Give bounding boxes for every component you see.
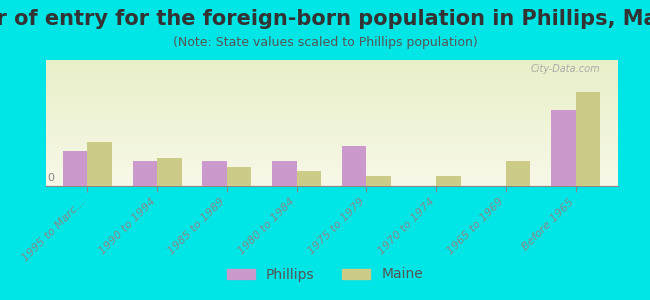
Bar bbox=[506, 161, 530, 186]
Text: City-Data.com: City-Data.com bbox=[530, 64, 601, 74]
Bar bbox=[436, 176, 461, 186]
Bar bbox=[157, 158, 181, 186]
Bar bbox=[342, 146, 367, 186]
Bar bbox=[272, 161, 296, 186]
Bar bbox=[551, 110, 576, 186]
Bar bbox=[87, 142, 112, 186]
Bar bbox=[576, 92, 600, 186]
Bar bbox=[367, 176, 391, 186]
Bar bbox=[133, 161, 157, 186]
Bar bbox=[227, 167, 252, 186]
Text: 0: 0 bbox=[47, 173, 54, 184]
Bar bbox=[202, 161, 227, 186]
Legend: Phillips, Maine: Phillips, Maine bbox=[222, 262, 428, 287]
Text: (Note: State values scaled to Phillips population): (Note: State values scaled to Phillips p… bbox=[173, 36, 477, 49]
Bar bbox=[296, 171, 321, 186]
Bar bbox=[63, 151, 87, 186]
Text: Year of entry for the foreign-born population in Phillips, Maine: Year of entry for the foreign-born popul… bbox=[0, 9, 650, 29]
